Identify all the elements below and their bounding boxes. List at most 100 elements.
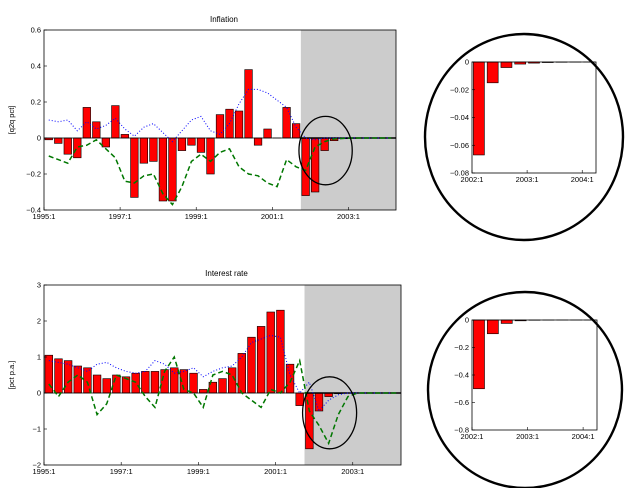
x-tick-label: 2003:1: [341, 467, 364, 476]
inset-y-tick-label: 0: [465, 58, 469, 67]
bar: [301, 137, 310, 196]
dotted-series-line: [48, 334, 397, 412]
inflation-zoom-inset: −0.08 −0.06 −0.04 −0.02 0 2002:1 2003:1 2004:1: [423, 32, 625, 242]
dashed-series-line: [48, 355, 397, 446]
inset-y-tick-label: −0.6: [454, 398, 469, 407]
inset-bar: [486, 61, 499, 84]
bar: [168, 137, 177, 202]
highlight-ellipse: [298, 115, 353, 186]
y-tick-label: 3: [37, 281, 41, 290]
y-tick-label: 0: [37, 389, 41, 398]
y-tick-label: 1: [37, 353, 41, 362]
bar: [158, 137, 168, 202]
chart-title: Interest rate: [205, 269, 248, 278]
inset-bar: [473, 61, 485, 156]
y-tick-label: −0.2: [26, 170, 41, 179]
y-tick-label: 0: [37, 134, 41, 143]
bar: [276, 309, 285, 394]
bar: [63, 137, 72, 155]
bar: [199, 389, 208, 394]
inset-y-tick-label: −0.08: [450, 169, 469, 178]
inset-x-tick-label: 2004:1: [571, 175, 594, 184]
x-tick-label: 1997:1: [109, 212, 132, 221]
inset-y-tick-label: −0.02: [450, 85, 469, 94]
inset-x-tick-label: 2003:1: [516, 432, 539, 441]
interest-rate-panel: −2 −1 0 1 2 3 1995:1 1997:1 1999:1 2001:1 2003:1 In…: [7, 269, 402, 476]
bar: [73, 365, 82, 394]
inset-y-tick-label: −0.04: [450, 113, 469, 122]
bar: [82, 107, 91, 139]
bar: [266, 311, 275, 394]
y-axis-label: [q2q pct]: [7, 106, 16, 135]
bar: [131, 372, 140, 394]
dashed-series-line: [48, 137, 392, 206]
y-tick-label: −2: [32, 461, 41, 470]
highlight-ellipse: [301, 376, 358, 450]
y-tick-label: −0.4: [26, 206, 41, 215]
x-tick-label: 2003:1: [337, 212, 360, 221]
bar: [92, 374, 102, 394]
x-tick-label: 2001:1: [261, 212, 284, 221]
inset-bar: [500, 61, 513, 68]
bar: [177, 137, 187, 151]
inset-y-tick-label: −0.06: [450, 141, 469, 150]
bar: [295, 392, 304, 406]
bar: [291, 123, 301, 139]
inset-y-tick-label: −0.8: [454, 426, 469, 435]
axes-box: [43, 29, 397, 211]
bar: [73, 137, 82, 159]
inset-y-tick-label: −0.4: [454, 371, 469, 380]
magnifier-circle: [423, 32, 625, 242]
forecast-shaded-region: [304, 285, 401, 465]
bar: [282, 107, 291, 139]
inflation-panel: −0.4 −0.2 0 0.2 0.4 0.6 1995:1 1997:1 1999:1 2001…: [7, 15, 397, 221]
bar: [244, 69, 253, 139]
bar: [139, 137, 148, 164]
y-tick-label: 0.6: [31, 26, 41, 35]
bar: [92, 121, 101, 139]
bar: [187, 137, 196, 146]
bar: [320, 137, 329, 151]
bar: [189, 372, 198, 394]
inset-y-tick-label: 0: [465, 316, 469, 325]
bar: [141, 371, 150, 394]
bar: [54, 358, 63, 394]
bar: [196, 137, 206, 153]
x-tick-label: 1995:1: [33, 212, 56, 221]
bar: [256, 326, 266, 394]
x-tick-label: 1999:1: [185, 212, 208, 221]
bar: [63, 360, 73, 394]
bar: [206, 137, 215, 175]
bar: [149, 137, 158, 162]
bar: [215, 114, 225, 139]
axes-box: [43, 284, 402, 466]
bar: [234, 110, 244, 139]
bar: [112, 374, 121, 394]
bar: [218, 378, 227, 394]
magnifier-circle: [426, 290, 624, 488]
x-tick-label: 1997:1: [110, 467, 133, 476]
inset-x-tick-label: 2002:1: [461, 175, 484, 184]
inset-x-tick-label: 2004:1: [572, 432, 595, 441]
x-tick-label: 1999:1: [187, 467, 210, 476]
x-tick-label: 2001:1: [264, 467, 287, 476]
inset-x-tick-label: 2002:1: [461, 432, 484, 441]
bar: [102, 378, 111, 394]
inset-y-tick-label: −0.2: [454, 343, 469, 352]
inset-x-tick-label: 2003:1: [516, 175, 539, 184]
y-tick-label: −1: [32, 425, 41, 434]
bar: [120, 134, 129, 139]
y-tick-label: 0.2: [31, 98, 41, 107]
y-tick-label: 0.4: [31, 62, 41, 71]
bar: [263, 128, 272, 139]
bar: [314, 392, 324, 412]
y-axis-label: [pct p.a.]: [7, 361, 16, 390]
bar: [54, 137, 63, 144]
chart-title: Inflation: [210, 15, 238, 24]
y-tick-label: 2: [37, 317, 41, 326]
bar: [150, 371, 160, 394]
bar: [130, 137, 139, 198]
interest-rate-zoom-inset: −0.8 −0.6 −0.4 −0.2 0 2002:1 2003:1 2004:1: [426, 290, 624, 488]
x-tick-label: 1995:1: [33, 467, 56, 476]
